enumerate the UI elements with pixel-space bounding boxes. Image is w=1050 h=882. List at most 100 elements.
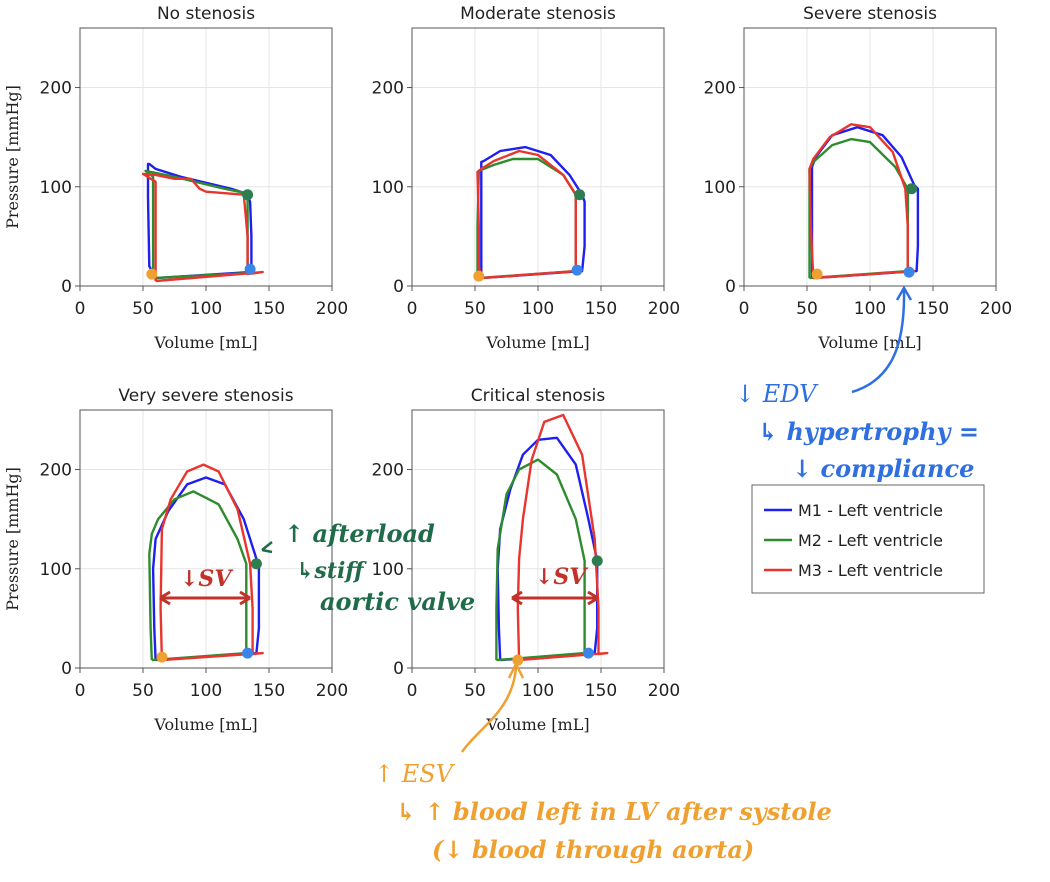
y-tick-label: 0	[393, 659, 404, 679]
y-tick-label: 200	[40, 461, 72, 481]
x-tick-label: 150	[253, 299, 285, 319]
edv-line-2: ↳ hypertrophy =	[758, 417, 979, 446]
x-axis-label: Volume [mL]	[485, 333, 589, 352]
x-tick-label: 100	[522, 299, 554, 319]
x-tick-label: 100	[522, 681, 554, 701]
series-m3	[516, 413, 609, 662]
annotation-esv: ↑ ESV ↳ ↑ blood left in LV after systole…	[374, 661, 832, 864]
x-tick-label: 200	[980, 299, 1012, 319]
legend: M1 - Left ventricle M2 - Left ventricle …	[751, 484, 985, 594]
x-axis-label: Volume [mL]	[153, 333, 257, 352]
x-tick-label: 50	[132, 681, 154, 701]
x-tick-label: 150	[917, 299, 949, 319]
y-tick-label: 0	[725, 277, 736, 297]
marker-point	[244, 263, 256, 275]
y-tick-label: 0	[393, 277, 404, 297]
annotation-sv-very-severe: ↓SV	[159, 566, 251, 606]
marker-point	[512, 654, 524, 666]
x-tick-label: 100	[854, 299, 886, 319]
y-tick-label: 0	[61, 659, 72, 679]
series-m1	[480, 145, 586, 280]
y-tick-label: 100	[372, 178, 404, 198]
series-m2	[476, 157, 577, 280]
x-tick-label: 0	[407, 681, 418, 701]
marker-point	[574, 189, 586, 201]
series-m2	[495, 458, 586, 662]
sv-label-critical: ↓SV	[535, 564, 588, 590]
sv-label-very-severe: ↓SV	[180, 566, 233, 592]
x-tick-label: 200	[316, 681, 348, 701]
marker-point	[473, 270, 485, 282]
series-m1	[810, 125, 920, 280]
legend-label-m1: M1 - Left ventricle	[798, 501, 943, 520]
x-tick-label: 100	[190, 681, 222, 701]
panel-2: 0 50 100 150 200 0 100 200 Moderate stenosis Volu…	[372, 4, 681, 352]
x-tick-label: 200	[316, 299, 348, 319]
y-tick-label: 100	[704, 178, 736, 198]
x-tick-label: 150	[253, 681, 285, 701]
plot-panels: 0 50 100 150 200 0 100 200 No stenosis Volume [mL…	[3, 4, 1012, 734]
x-axis-label: Volume [mL]	[817, 333, 921, 352]
x-tick-label: 0	[75, 681, 86, 701]
y-tick-label: 200	[704, 79, 736, 99]
annotation-edv: ↓ EDV ↳ hypertrophy = ↓ compliance	[735, 285, 979, 483]
x-tick-label: 0	[407, 299, 418, 319]
edv-line-1: ↓ EDV	[735, 380, 819, 408]
marker-point	[242, 647, 254, 659]
panel-title: Severe stenosis	[803, 4, 937, 24]
x-tick-label: 50	[132, 299, 154, 319]
y-tick-label: 200	[372, 79, 404, 99]
marker-point	[811, 268, 823, 280]
y-tick-label: 200	[40, 79, 72, 99]
panel-3: 0 50 100 150 200 0 100 200 Severe stenosis Volume…	[704, 4, 1013, 352]
series-m2	[808, 137, 909, 280]
series-m2	[148, 490, 248, 662]
panel-4: 0 50 100 150 200 0 100 200 Very severe stenosis V…	[3, 386, 348, 734]
legend-label-m3: M3 - Left ventricle	[798, 561, 943, 580]
marker-point	[582, 647, 594, 659]
marker-point	[903, 266, 915, 278]
esv-line-3: (↓ blood through aorta)	[432, 835, 754, 864]
x-tick-label: 100	[190, 299, 222, 319]
panel-title: Moderate stenosis	[460, 4, 616, 24]
x-tick-label: 0	[75, 299, 86, 319]
marker-point	[242, 189, 254, 201]
x-tick-label: 200	[648, 681, 680, 701]
edv-line-3: ↓ compliance	[792, 454, 974, 483]
panel-title: Critical stenosis	[471, 386, 606, 406]
panel-title: Very severe stenosis	[118, 386, 293, 406]
afterload-line-2: ↳stiff	[296, 558, 367, 584]
y-tick-label: 100	[372, 560, 404, 580]
panel-1: 0 50 100 150 200 0 100 200 No stenosis Volume [mL…	[3, 4, 348, 352]
marker-point	[591, 555, 603, 567]
series-m3	[476, 149, 577, 280]
x-tick-label: 150	[585, 299, 617, 319]
x-tick-label: 150	[585, 681, 617, 701]
esv-line-2: ↳ ↑ blood left in LV after systole	[396, 797, 832, 826]
y-tick-label: 100	[40, 560, 72, 580]
x-axis-label: Volume [mL]	[485, 715, 589, 734]
x-axis-label: Volume [mL]	[153, 715, 257, 734]
y-tick-label: 0	[61, 277, 72, 297]
esv-line-1: ↑ ESV	[374, 760, 456, 788]
marker-point	[906, 183, 918, 195]
x-tick-label: 0	[739, 299, 750, 319]
series-m1	[146, 162, 253, 280]
legend-label-m2: M2 - Left ventricle	[798, 531, 943, 550]
panel-title: No stenosis	[157, 4, 255, 24]
series-m1	[151, 476, 261, 662]
marker-point	[156, 651, 168, 663]
y-axis-label: Pressure [mmHg]	[3, 85, 22, 229]
x-tick-label: 50	[464, 299, 486, 319]
x-tick-label: 50	[796, 299, 818, 319]
x-tick-label: 200	[648, 299, 680, 319]
annotation-sv-critical: ↓SV	[511, 564, 599, 606]
panel-5: 0 50 100 150 200 0 100 200 Critical stenosis Volu…	[372, 386, 681, 734]
series-m3	[808, 123, 916, 280]
marker-point	[571, 264, 583, 276]
annotation-afterload: ↑ afterload ↳stiff aortic valve	[261, 519, 475, 616]
y-tick-label: 100	[40, 178, 72, 198]
y-tick-label: 200	[372, 461, 404, 481]
x-tick-label: 50	[464, 681, 486, 701]
